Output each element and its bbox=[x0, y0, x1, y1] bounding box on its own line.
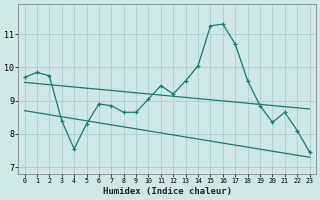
X-axis label: Humidex (Indice chaleur): Humidex (Indice chaleur) bbox=[103, 187, 232, 196]
